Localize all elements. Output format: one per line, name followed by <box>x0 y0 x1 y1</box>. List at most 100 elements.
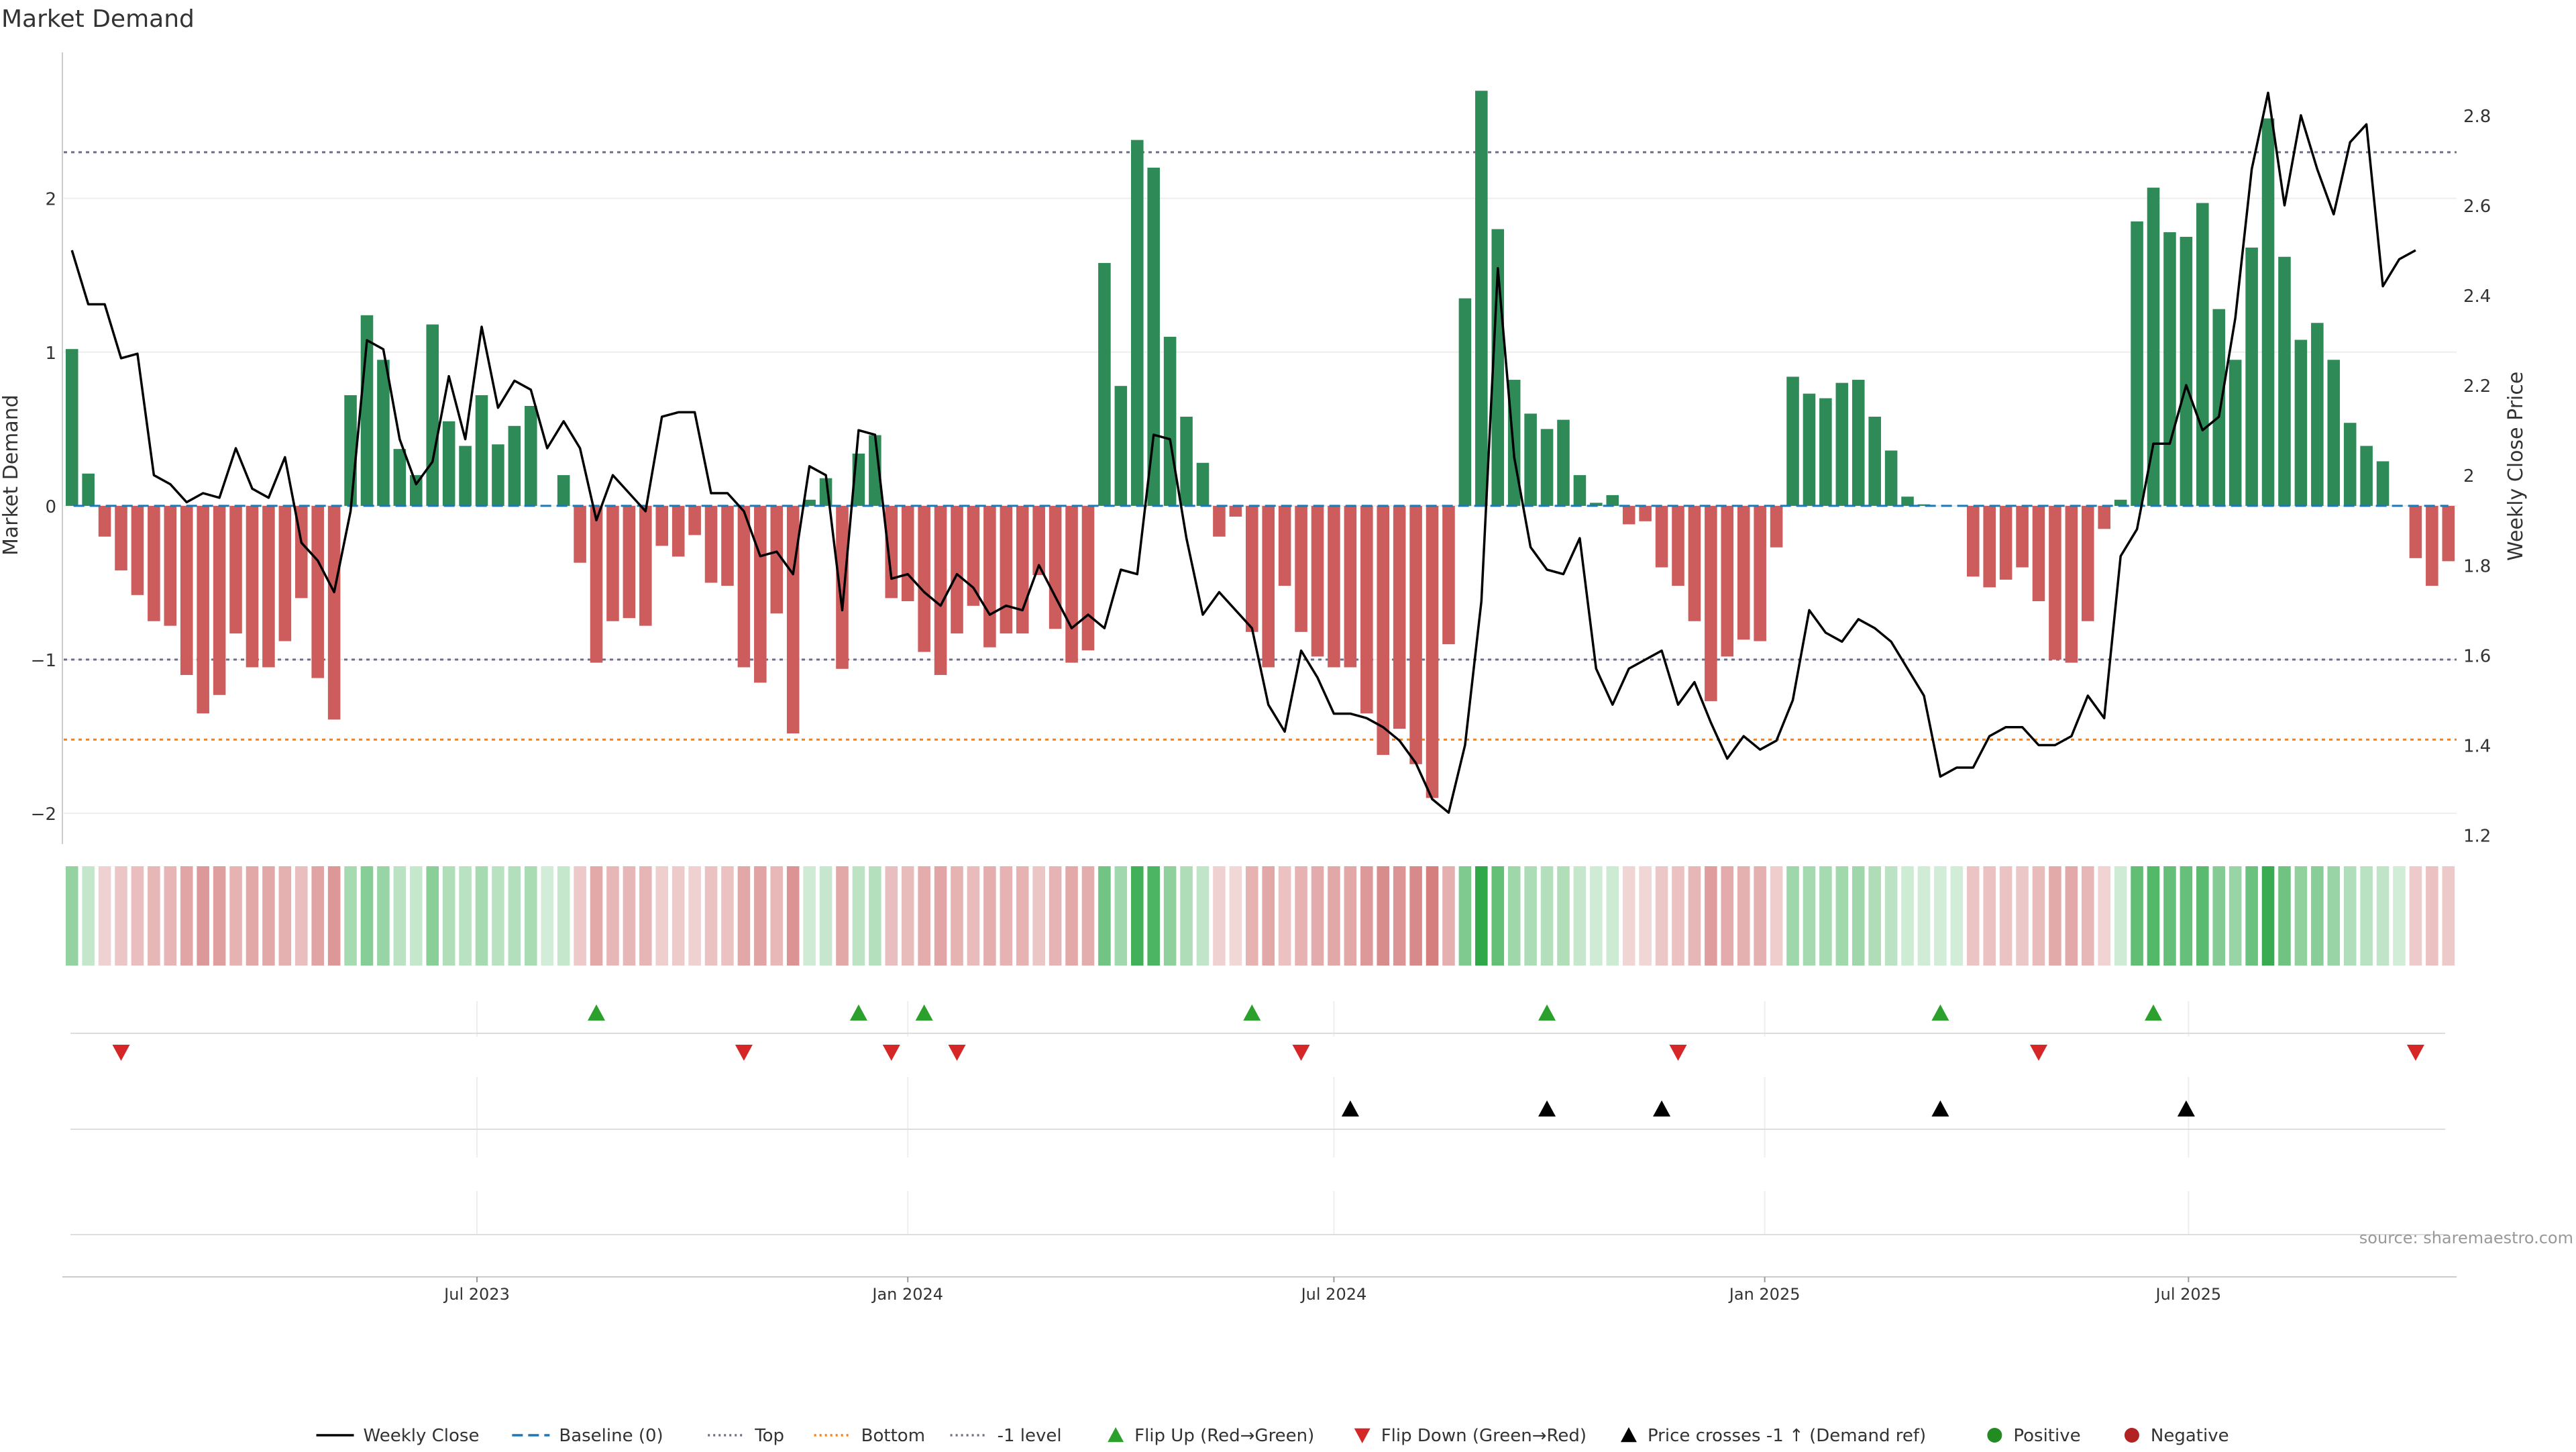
negative-demand-bar <box>2409 505 2422 558</box>
negative-demand-bar <box>1049 505 1062 629</box>
flip-down-marker <box>112 1044 130 1061</box>
negative-strip-cell <box>967 866 980 966</box>
flip-up-marker <box>915 1004 933 1021</box>
positive-demand-bar <box>1851 380 1865 506</box>
negative-strip-cell <box>213 866 226 966</box>
x-tick-label: Jul 2025 <box>2155 1285 2222 1304</box>
positive-demand-bar <box>508 425 521 506</box>
negative-demand-bar <box>2032 505 2045 601</box>
positive-strip-cell <box>475 866 488 966</box>
negative-strip-cell <box>1246 866 1258 966</box>
negative-strip-cell <box>1688 866 1701 966</box>
negative-demand-bar <box>1295 505 1307 632</box>
negative-strip-cell <box>180 866 193 966</box>
negative-strip-cell <box>901 866 914 966</box>
x-tick-label: Jul 2024 <box>1300 1285 1367 1304</box>
positive-strip-cell <box>377 866 390 966</box>
negative-strip-cell <box>98 866 111 966</box>
legend-label: Flip Up (Red→Green) <box>1134 1426 1314 1446</box>
negative-demand-bar <box>1360 505 1373 714</box>
negative-strip-cell <box>672 866 685 966</box>
flip-down-marker <box>735 1044 753 1061</box>
negative-strip-cell <box>148 866 160 966</box>
negative-strip-cell <box>2016 866 2029 966</box>
positive-demand-bar <box>377 360 390 506</box>
negative-demand-bar <box>1081 505 1095 651</box>
flip-markers-panel <box>70 1001 2445 1061</box>
price-cross-marker <box>1538 1100 1556 1117</box>
flip-up-marker <box>1538 1004 1556 1021</box>
negative-demand-bar <box>1622 505 1635 525</box>
negative-demand-bar <box>1278 505 1291 586</box>
flip-up-marker <box>588 1004 606 1021</box>
negative-demand-bar <box>1262 505 1275 668</box>
negative-demand-bar <box>983 505 996 647</box>
y2-tick-label: 1.8 <box>2463 556 2491 576</box>
positive-demand-bar <box>492 444 504 506</box>
negative-strip-cell <box>2098 866 2111 966</box>
positive-strip-cell <box>1196 866 1210 966</box>
negative-strip-cell <box>983 866 996 966</box>
negative-demand-bar <box>1213 505 1226 537</box>
positive-strip-cell <box>1917 866 1931 966</box>
flip-up-marker <box>849 1004 867 1021</box>
negative-demand-bar <box>262 505 275 668</box>
negative-demand-bar <box>1966 505 1980 577</box>
negative-demand-bar <box>1442 505 1455 645</box>
negative-demand-bar <box>901 505 914 601</box>
negative-demand-bar <box>278 505 292 641</box>
negative-demand-bar <box>1721 505 1734 657</box>
positive-demand-bar <box>2376 461 2390 506</box>
price-cross-panel <box>70 1077 2445 1157</box>
positive-strip-cell <box>2376 866 2390 966</box>
positive-demand-bar <box>1786 376 1799 506</box>
positive-demand-bar <box>2360 446 2373 506</box>
y-tick-label: −1 <box>31 651 56 671</box>
flip-up-marker <box>1931 1004 1949 1021</box>
negative-demand-bar <box>639 505 652 626</box>
positive-strip-cell <box>1868 866 1881 966</box>
positive-strip-cell <box>426 866 439 966</box>
y-tick-label: 0 <box>45 497 56 517</box>
negative-strip-cell <box>574 866 586 966</box>
positive-strip-cell <box>557 866 570 966</box>
negative-strip-cell <box>918 866 930 966</box>
negative-demand-bar <box>1426 505 1439 798</box>
positive-demand-bar <box>1868 417 1881 506</box>
negative-demand-bar <box>623 505 636 619</box>
negative-strip-cell <box>2409 866 2422 966</box>
negative-demand-bar <box>1065 505 1078 663</box>
legend-dot-symbol <box>1987 1428 2002 1443</box>
price-cross-marker <box>1931 1100 1949 1117</box>
negative-strip-cell <box>754 866 767 966</box>
positive-strip-cell <box>2360 866 2373 966</box>
negative-demand-bar <box>180 505 193 675</box>
negative-demand-bar <box>131 505 144 595</box>
negative-demand-bar <box>148 505 160 621</box>
positive-demand-bar <box>2343 423 2357 506</box>
positive-strip-cell <box>2245 866 2258 966</box>
negative-demand-bar <box>1655 505 1668 568</box>
positive-demand-bar <box>1475 91 1488 506</box>
legend-label: Weekly Close <box>364 1426 480 1446</box>
legend-up-triangle-symbol <box>1620 1427 1637 1443</box>
positive-demand-bar <box>2294 340 2308 506</box>
x-tick-label: Jul 2023 <box>443 1285 510 1304</box>
positive-demand-bar <box>393 449 407 506</box>
negative-strip-cell <box>2032 866 2045 966</box>
positive-strip-cell <box>2261 866 2275 966</box>
negative-strip-cell <box>688 866 701 966</box>
negative-strip-cell <box>1065 866 1078 966</box>
positive-strip-cell <box>1475 866 1488 966</box>
negative-demand-bar <box>327 505 341 720</box>
negative-strip-cell <box>1622 866 1635 966</box>
positive-strip-cell <box>1163 866 1177 966</box>
negative-demand-bar <box>574 505 586 563</box>
legend: Weekly Close Baseline (0) Top Bottom -1 leve… <box>316 1426 2229 1446</box>
negative-strip-cell <box>1737 866 1750 966</box>
negative-strip-cell <box>294 866 308 966</box>
positive-strip-cell <box>2114 866 2127 966</box>
positive-strip-cell <box>2212 866 2226 966</box>
